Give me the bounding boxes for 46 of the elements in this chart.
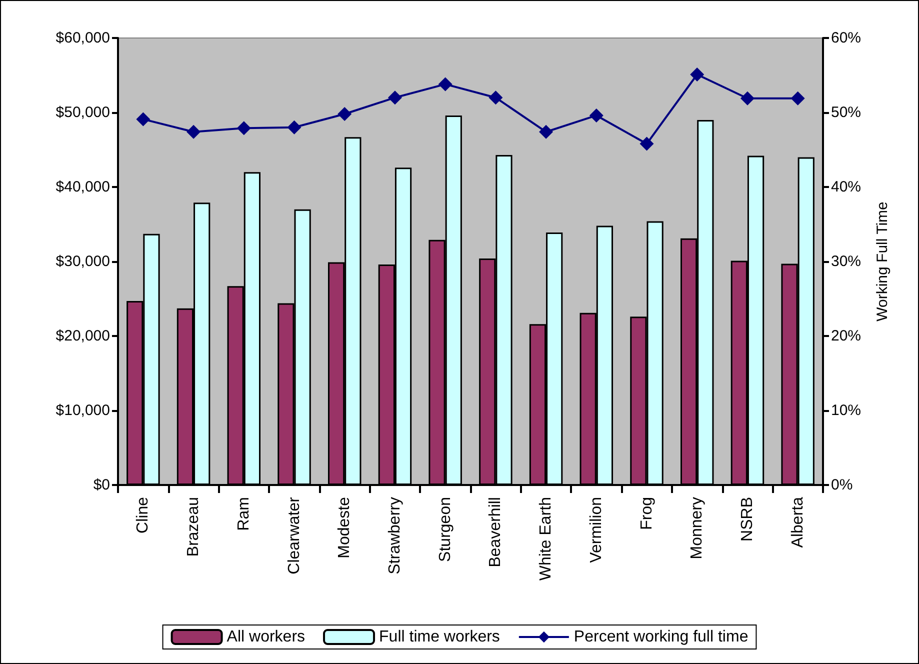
x-tick-label: Alberta	[789, 496, 806, 548]
point	[338, 106, 352, 121]
y2-tick-label: 60%	[831, 30, 862, 46]
legend-label: Full time workers	[379, 628, 500, 646]
point	[488, 90, 503, 105]
x-tick-label: Strawberry	[386, 497, 404, 574]
x-tick-label: Clearwater	[286, 496, 303, 574]
y-tick-label: $0	[93, 476, 110, 494]
y2-tick-label: 10%	[831, 402, 862, 419]
point	[690, 68, 704, 82]
x-tick-label: NSRB	[738, 497, 756, 542]
point	[790, 91, 805, 106]
legend-label: Percent working full time	[574, 628, 748, 646]
y2-tick-label: 30%	[831, 253, 862, 270]
y-tick-label: $50,000	[56, 104, 110, 121]
point	[136, 112, 150, 126]
point	[539, 124, 554, 139]
point	[287, 120, 302, 134]
x-tick-label: Beaverhill	[487, 497, 504, 568]
point	[186, 124, 201, 139]
y2-tick-label: 50%	[831, 104, 862, 121]
x-tick-label: Cline	[134, 496, 152, 534]
y-tick-label: $60,000	[56, 30, 110, 46]
legend-label: All workers	[226, 628, 306, 646]
y-tick-label: $40,000	[56, 178, 110, 196]
y2-tick-label: 0%	[831, 476, 853, 494]
x-tick-label: Brazeau	[185, 497, 202, 557]
x-tick-label: Monnery	[688, 497, 706, 560]
point	[388, 90, 402, 105]
y2-tick-label: 40%	[831, 178, 862, 196]
x-tick-label: Frog	[638, 497, 656, 530]
point	[640, 136, 654, 151]
x-tick-label: Modeste	[336, 496, 354, 558]
x-tick-label: Sturgeon	[436, 497, 454, 562]
point	[740, 91, 754, 106]
y-tick-label: $30,000	[56, 253, 110, 270]
y-tick-label: $20,000	[56, 328, 110, 344]
point	[438, 77, 452, 92]
y2-tick-label: 20%	[831, 328, 862, 344]
x-tick-label: Ram	[235, 497, 252, 531]
point	[236, 121, 251, 136]
y2-axis-title: Working Full Time	[874, 202, 891, 322]
x-tick-label: White Earth	[538, 497, 555, 581]
x-tick-label: Vermilion	[588, 497, 605, 563]
point	[589, 108, 604, 122]
y-tick-label: $10,000	[56, 402, 110, 419]
